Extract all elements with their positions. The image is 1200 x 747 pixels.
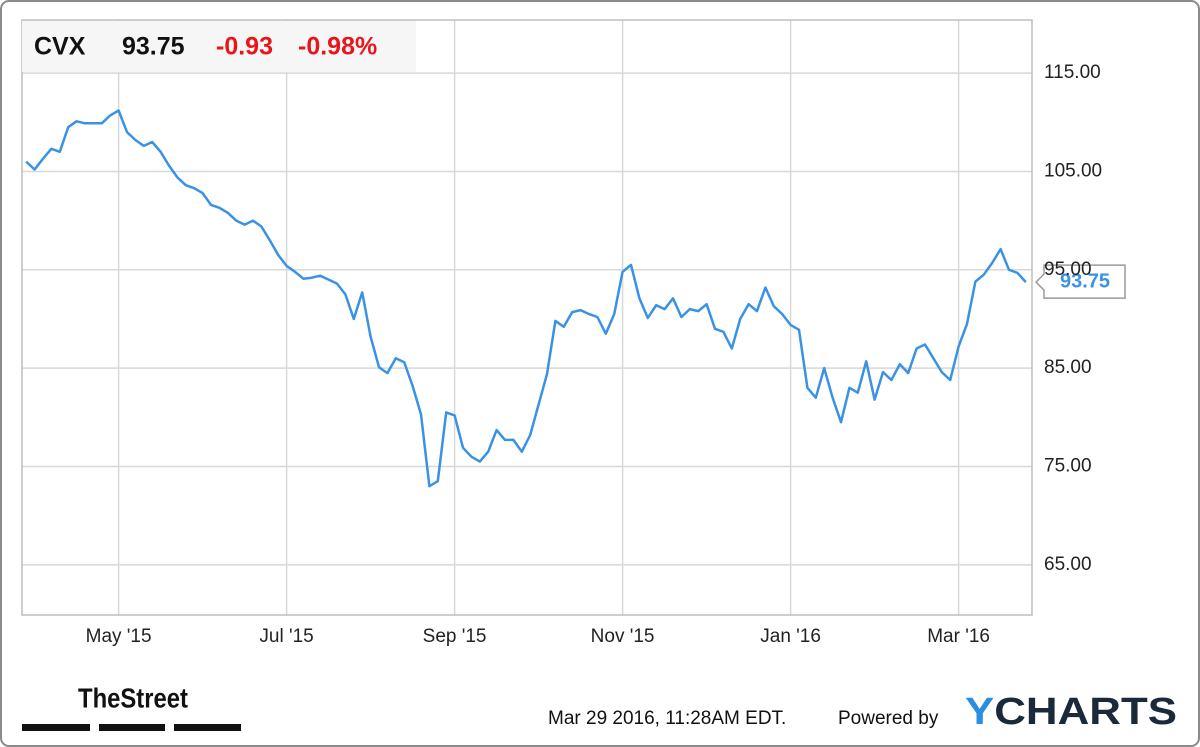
x-tick-label: Nov '15 [591,626,655,647]
percent-change: -0.98% [298,33,377,61]
price-line [25,109,1027,488]
x-tick-label: Jul '15 [259,626,313,647]
y-tick-label: 95.00 [1044,259,1092,280]
ticker: CVX [34,33,86,61]
plot: 93.75 [25,109,1126,488]
x-axis: May '15 Jul '15 Sep '15 Nov '15 Jan '16 Mar '… [86,626,990,647]
last-price-label: 93.75 [1060,270,1110,292]
header-box [22,21,416,72]
timestamp: Mar 29 2016, 11:28AM EDT. [548,708,786,729]
brand[interactable]: Y CHARTS [965,691,1177,733]
x-tick-label: Jan '16 [760,626,821,647]
price-change: -0.93 [216,33,273,61]
y-tick-label: 85.00 [1044,357,1092,378]
powered-by: Powered by [838,708,939,729]
x-tick-label: Mar '16 [927,626,990,647]
y-tick-label: 105.00 [1044,160,1102,181]
x-tick-label: May '15 [86,626,152,647]
y-tick-label: 75.00 [1044,456,1092,477]
grid [22,20,1032,615]
logo-bar [99,724,165,731]
last-price-callout [1034,264,1126,299]
plot-border [21,19,1033,616]
logo-bar [174,724,241,731]
x-tick-label: Sep '15 [423,626,487,647]
logo-bar [22,724,90,731]
source-logo: TheStreet [78,682,188,713]
y-axis: 65.00 75.00 85.00 95.00 105.00 115.00 [1044,62,1102,575]
y-tick-label: 115.00 [1044,62,1101,83]
y-tick-label: 65.00 [1044,554,1092,575]
price: 93.75 [122,33,185,61]
